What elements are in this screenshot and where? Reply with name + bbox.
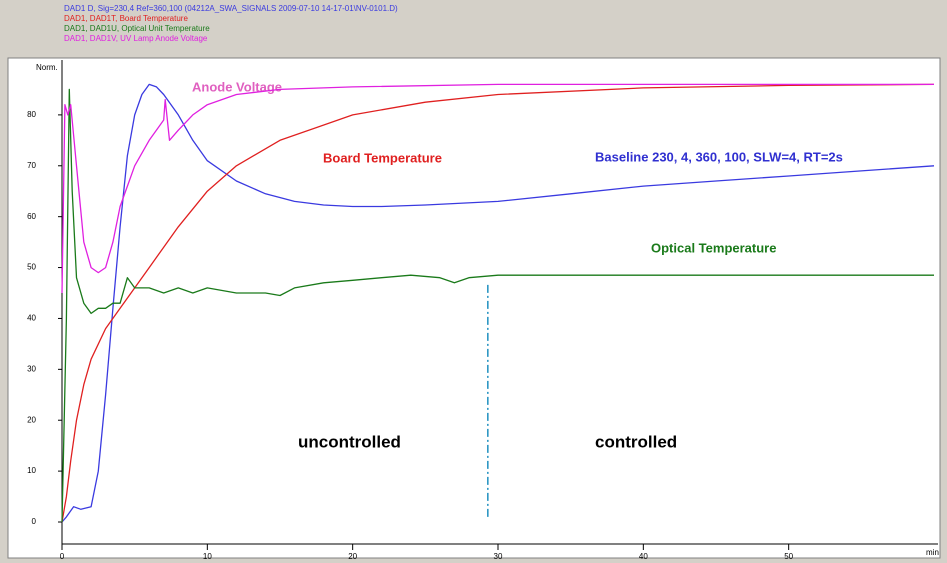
x-tick-label: 30 (494, 552, 503, 561)
series-line (61, 88, 934, 523)
x-axis-label: min (926, 548, 939, 557)
series-line (61, 83, 935, 523)
annotation: Anode Voltage (192, 79, 282, 94)
x-tick-label: 10 (203, 552, 212, 561)
y-tick-label: 20 (27, 415, 36, 424)
annotation: controlled (595, 432, 677, 451)
x-tick-label: 50 (784, 552, 793, 561)
x-tick-label: 40 (639, 552, 648, 561)
x-tick-label: 20 (348, 552, 357, 561)
y-tick-label: 10 (27, 466, 36, 475)
y-tick-label: 40 (27, 314, 36, 323)
y-tick-label: 30 (27, 364, 36, 373)
annotation: Baseline 230, 4, 360, 100, SLW=4, RT=2s (595, 149, 843, 164)
legend-entry: DAD1, DAD1V, UV Lamp Anode Voltage (64, 34, 208, 43)
legend-entry: DAD1, DAD1T, Board Temperature (64, 14, 188, 23)
header-panel (0, 0, 947, 52)
annotation: Board Temperature (323, 150, 442, 165)
legend-entry: DAD1, DAD1U, Optical Unit Temperature (64, 24, 210, 33)
series-line (61, 83, 934, 294)
y-tick-label: 0 (32, 517, 37, 526)
y-tick-label: 80 (27, 110, 36, 119)
plot-panel (7, 57, 941, 559)
x-tick-label: 0 (60, 552, 65, 561)
y-tick-label: 60 (27, 212, 36, 221)
y-axis-label: Norm. (36, 63, 58, 72)
legend-entry: DAD1 D, Sig=230,4 Ref=360,100 (04212A_SW… (64, 4, 398, 13)
y-tick-label: 50 (27, 263, 36, 272)
annotation: Optical Temperature (651, 240, 776, 255)
series-line (61, 83, 935, 523)
annotation: uncontrolled (298, 432, 401, 451)
y-tick-label: 70 (27, 161, 36, 170)
